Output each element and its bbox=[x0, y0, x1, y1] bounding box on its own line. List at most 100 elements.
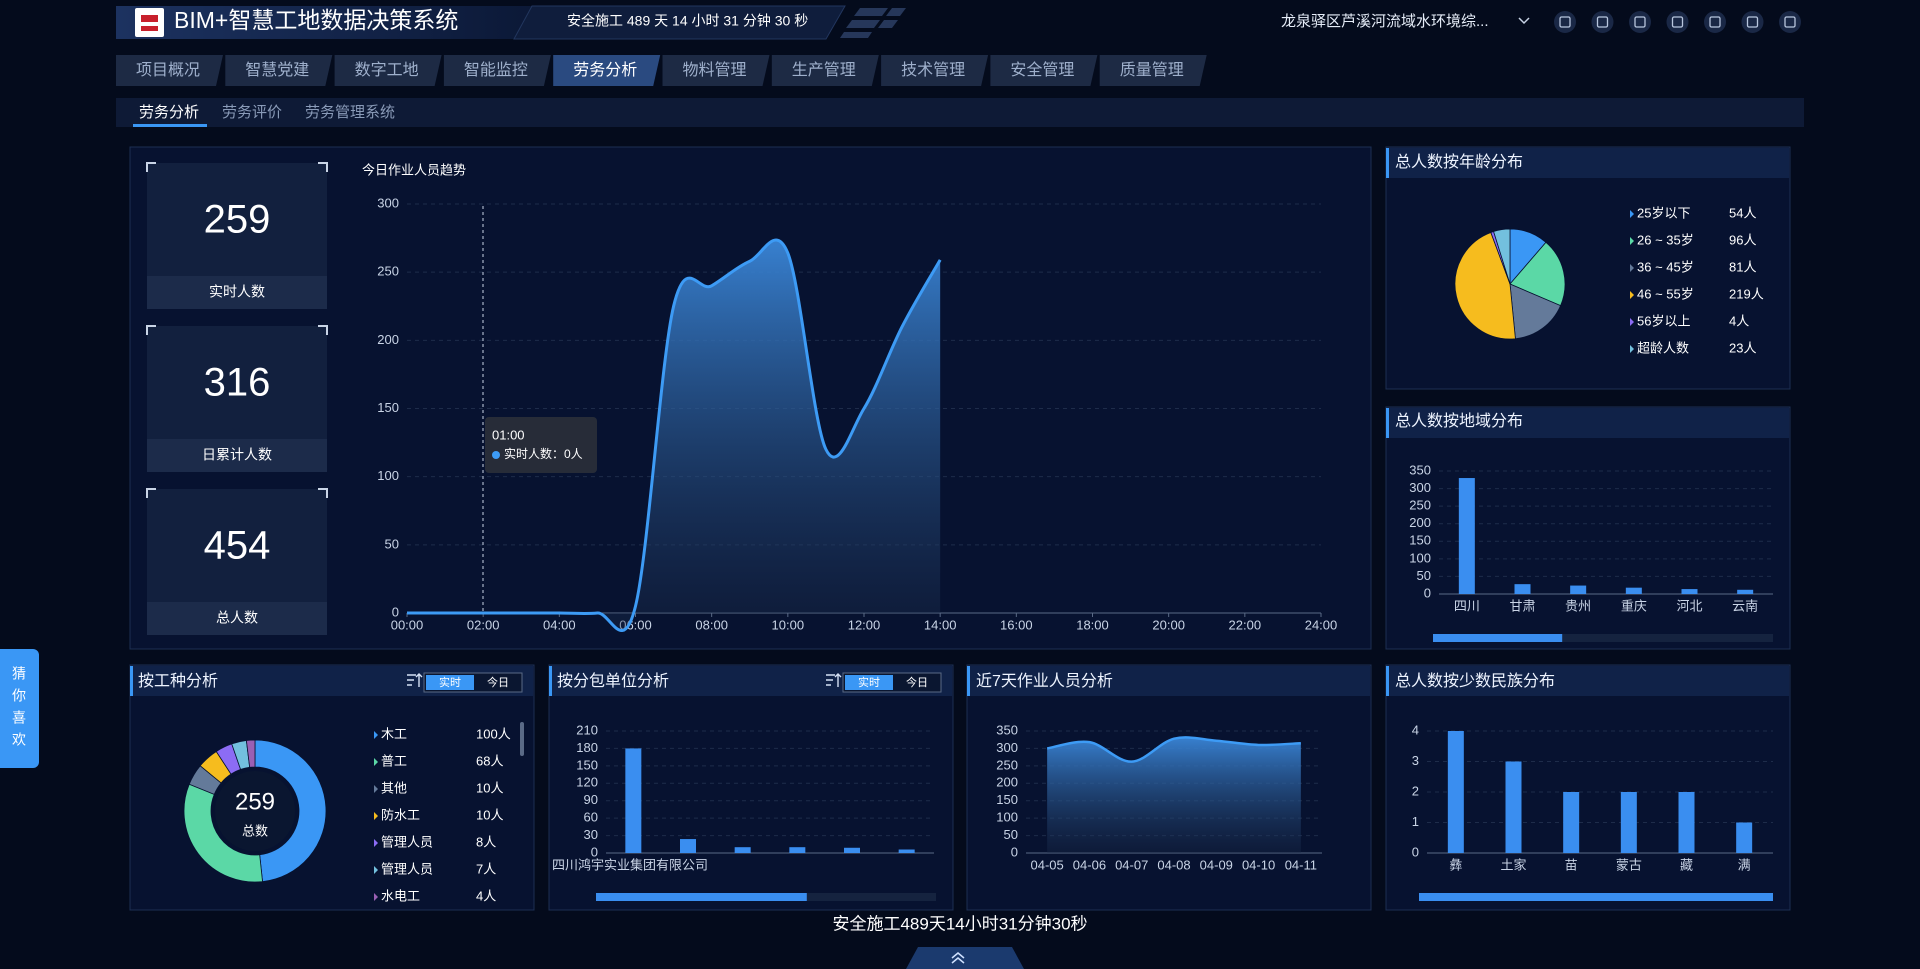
legend-value: 10人 bbox=[476, 780, 503, 795]
toolbar-glyph[interactable] bbox=[1596, 16, 1609, 28]
nav-tab-label[interactable]: 生产管理 bbox=[792, 61, 856, 79]
sub-nav-item[interactable]: 劳务管理系统 bbox=[305, 104, 395, 121]
nav-tab[interactable] bbox=[990, 55, 1098, 86]
x-tick-label: 贵州 bbox=[1565, 598, 1591, 613]
dropdown-arrow[interactable] bbox=[1518, 17, 1530, 25]
legend-marker bbox=[374, 731, 378, 739]
nav-tab-label[interactable]: 项目概况 bbox=[136, 61, 200, 79]
toolbar-glyph[interactable] bbox=[1634, 16, 1646, 28]
y-tick-label: 150 bbox=[996, 792, 1018, 807]
toolbar-icon[interactable] bbox=[1704, 11, 1726, 33]
toggle-option[interactable]: 实时 bbox=[858, 675, 880, 689]
nav-tab-label[interactable]: 智慧党建 bbox=[245, 61, 309, 79]
side-tab-char[interactable]: 喜 bbox=[12, 710, 26, 726]
bar bbox=[844, 847, 860, 853]
toolbar-icon[interactable] bbox=[1629, 11, 1651, 33]
bar bbox=[1736, 822, 1753, 853]
legend-marker bbox=[1630, 318, 1634, 326]
x-tick-label: 12:00 bbox=[848, 617, 881, 632]
nav-tab[interactable] bbox=[116, 55, 223, 86]
side-tab-char[interactable]: 你 bbox=[12, 688, 26, 704]
nav-tab-label[interactable]: 智能监控 bbox=[464, 61, 528, 79]
legend-label: 防水工 bbox=[381, 807, 420, 822]
y-tick-label: 350 bbox=[996, 722, 1018, 737]
kpi-corners bbox=[146, 162, 328, 172]
nav-tab-label[interactable]: 物料管理 bbox=[682, 61, 746, 79]
legend-marker bbox=[1630, 291, 1634, 299]
nav-tab[interactable] bbox=[225, 55, 333, 86]
bar bbox=[1458, 478, 1475, 594]
bar bbox=[734, 847, 751, 853]
scrollbar-thumb[interactable] bbox=[1433, 634, 1563, 642]
donut-total-label: 总数 bbox=[242, 823, 268, 838]
kpi-label-band bbox=[147, 276, 327, 309]
toolbar-glyph[interactable] bbox=[1746, 16, 1759, 28]
kpi-label-band bbox=[147, 602, 327, 635]
nav-tab[interactable] bbox=[771, 55, 879, 86]
panel-title: 近7天作业人员分析 bbox=[976, 672, 1113, 690]
project-selector[interactable]: 龙泉驿区芦溪河流域水环境综... bbox=[1281, 12, 1489, 30]
y-tick-label: 250 bbox=[996, 757, 1018, 772]
sort-icon[interactable] bbox=[826, 673, 842, 687]
nav-tab-label[interactable]: 质量管理 bbox=[1120, 61, 1184, 79]
toolbar-glyph[interactable] bbox=[1709, 16, 1721, 28]
toolbar-glyph[interactable] bbox=[1559, 16, 1571, 28]
x-tick-label: 四川鸿宇实业集团有限公司 bbox=[552, 857, 708, 872]
nav-tab-active[interactable] bbox=[553, 55, 661, 86]
scrollbar-thumb[interactable] bbox=[1419, 893, 1773, 901]
legend-marker bbox=[374, 866, 378, 874]
collapse-icon[interactable] bbox=[951, 952, 965, 964]
toolbar-glyph[interactable] bbox=[1671, 16, 1684, 28]
nav-tab-label[interactable]: 安全管理 bbox=[1010, 61, 1074, 79]
y-tick-label: 300 bbox=[377, 195, 399, 210]
nav-tab[interactable] bbox=[443, 55, 551, 86]
toggle-active[interactable] bbox=[426, 675, 474, 690]
collapse-tab[interactable] bbox=[906, 947, 1024, 969]
sub-nav-item[interactable]: 劳务分析 bbox=[139, 104, 199, 121]
nav-tab[interactable] bbox=[1099, 55, 1207, 86]
side-tab[interactable] bbox=[0, 649, 39, 768]
y-tick-label: 210 bbox=[576, 722, 598, 737]
x-tick-label: 甘肃 bbox=[1509, 598, 1535, 613]
sub-nav-item[interactable]: 劳务评价 bbox=[222, 104, 282, 121]
side-tab-char[interactable]: 猜 bbox=[12, 666, 26, 682]
toggle-active[interactable] bbox=[845, 675, 893, 690]
sort-icon[interactable] bbox=[407, 673, 423, 687]
nav-tab-label[interactable]: 数字工地 bbox=[355, 61, 419, 79]
scrollbar-track[interactable] bbox=[1433, 634, 1773, 642]
scrollbar-thumb[interactable] bbox=[596, 893, 807, 901]
legend-label: 36 ~ 45岁 bbox=[1637, 259, 1694, 274]
y-tick-label: 300 bbox=[1409, 480, 1431, 495]
footer-counter: 安全施工489天14小时31分钟30秒 bbox=[832, 914, 1087, 933]
nav-tab[interactable] bbox=[881, 55, 989, 86]
panel-header bbox=[1387, 148, 1789, 178]
nav-tab-label[interactable]: 劳务分析 bbox=[573, 61, 637, 79]
toggle-option[interactable]: 今日 bbox=[906, 675, 928, 689]
y-tick-label: 150 bbox=[377, 400, 399, 415]
x-tick-label: 10:00 bbox=[772, 617, 805, 632]
x-tick-label: 08:00 bbox=[695, 617, 728, 632]
legend-value: 68人 bbox=[476, 753, 503, 768]
side-tab-char[interactable]: 欢 bbox=[12, 732, 26, 748]
nav-tab[interactable] bbox=[662, 55, 770, 86]
x-tick-label: 蒙古 bbox=[1616, 857, 1642, 872]
kpi-label-band bbox=[147, 439, 327, 472]
toolbar-icon[interactable] bbox=[1779, 11, 1801, 33]
toolbar-icon[interactable] bbox=[1591, 11, 1614, 33]
toolbar-glyph[interactable] bbox=[1784, 16, 1796, 28]
nav-tab-label[interactable]: 技术管理 bbox=[901, 61, 965, 79]
panel-title: 按分包单位分析 bbox=[557, 672, 669, 690]
toolbar-icon[interactable] bbox=[1741, 11, 1764, 33]
app-title: BIM+智慧工地数据决策系统 bbox=[174, 7, 458, 33]
nav-tab[interactable] bbox=[334, 55, 442, 86]
legend-marker bbox=[1630, 210, 1634, 218]
legend-marker bbox=[374, 893, 378, 901]
toolbar-icon[interactable] bbox=[1554, 11, 1576, 33]
panel bbox=[1385, 664, 1791, 911]
legend-value: 54人 bbox=[1729, 205, 1756, 220]
toggle-option[interactable]: 实时 bbox=[439, 675, 461, 689]
kpi-value: 259 bbox=[204, 198, 271, 242]
toolbar-icon[interactable] bbox=[1666, 11, 1689, 33]
toggle-option[interactable]: 今日 bbox=[487, 675, 509, 689]
